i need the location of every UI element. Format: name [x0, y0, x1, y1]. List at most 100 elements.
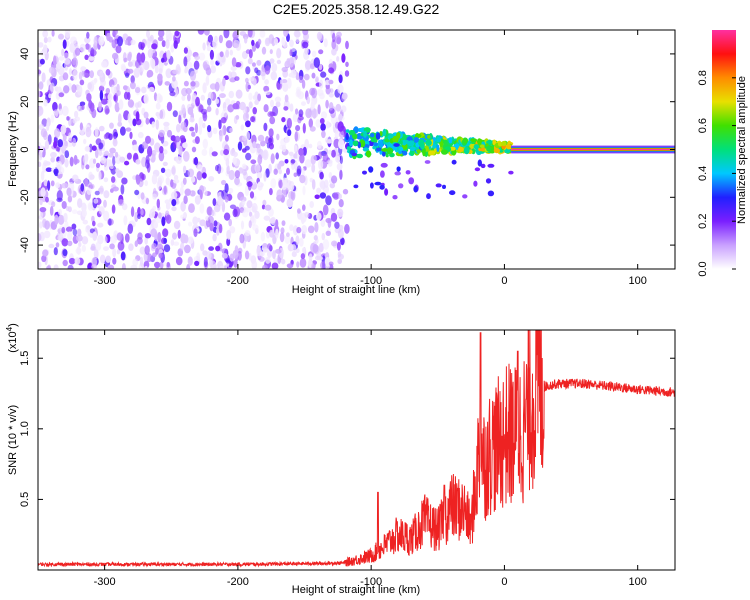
- signal-blob: [363, 130, 367, 138]
- noise-blob: [206, 44, 211, 52]
- noise-blob: [222, 77, 226, 87]
- noise-blob: [194, 55, 200, 61]
- noise-blob: [139, 246, 146, 255]
- noise-blob: [284, 159, 289, 164]
- noise-blob: [298, 109, 304, 118]
- noise-blob: [257, 154, 263, 165]
- noise-blob: [281, 258, 286, 265]
- noise-blob: [47, 36, 52, 43]
- noise-blob: [111, 84, 115, 94]
- signal-blob: [473, 144, 480, 150]
- noise-blob: [58, 33, 64, 40]
- noise-blob: [48, 243, 55, 249]
- noise-blob: [143, 111, 149, 119]
- noise-blob: [38, 105, 44, 116]
- noise-blob: [120, 126, 126, 136]
- noise-blob: [207, 215, 214, 224]
- noise-blob: [294, 160, 298, 171]
- noise-blob: [179, 186, 184, 196]
- noise-blob: [295, 72, 300, 81]
- noise-blob: [183, 47, 188, 54]
- noise-blob: [172, 69, 179, 75]
- noise-blob: [173, 178, 180, 184]
- noise-blob: [202, 138, 208, 149]
- noise-blob: [245, 131, 251, 141]
- noise-blob: [294, 131, 298, 142]
- noise-blob: [94, 148, 99, 159]
- noise-blob: [80, 66, 87, 72]
- noise-blob: [289, 49, 293, 57]
- noise-blob: [337, 208, 344, 218]
- noise-blob: [202, 122, 206, 129]
- noise-blob: [68, 257, 76, 265]
- noise-blob: [248, 92, 253, 101]
- noise-blob: [50, 114, 55, 123]
- noise-blob: [259, 30, 266, 38]
- noise-blob: [319, 79, 324, 89]
- noise-blob: [210, 260, 217, 269]
- noise-blob: [331, 39, 337, 50]
- signal-blob: [442, 184, 446, 189]
- noise-blob: [204, 189, 208, 197]
- signal-blob: [375, 132, 381, 140]
- noise-blob: [112, 257, 117, 265]
- noise-blob: [202, 82, 207, 94]
- noise-blob: [162, 161, 168, 167]
- noise-blob: [292, 225, 299, 236]
- noise-blob: [337, 251, 342, 258]
- noise-blob: [338, 113, 343, 122]
- noise-blob: [173, 174, 179, 181]
- noise-blob: [117, 113, 122, 124]
- noise-blob: [251, 62, 256, 67]
- noise-blob: [281, 117, 286, 123]
- noise-blob: [295, 248, 300, 254]
- noise-blob: [303, 73, 310, 81]
- noise-blob: [247, 30, 253, 38]
- noise-blob: [158, 252, 163, 259]
- noise-blob: [63, 58, 71, 65]
- noise-blob: [331, 240, 338, 247]
- noise-blob: [336, 241, 341, 251]
- noise-blob: [78, 241, 82, 248]
- noise-blob: [146, 217, 152, 226]
- noise-blob: [263, 122, 268, 132]
- noise-blob: [264, 204, 272, 211]
- noise-blob: [84, 177, 89, 187]
- noise-blob: [211, 209, 215, 217]
- noise-blob: [337, 121, 344, 132]
- noise-blob: [228, 90, 235, 99]
- noise-blob: [79, 101, 86, 107]
- noise-blob: [54, 214, 59, 226]
- noise-blob: [297, 208, 301, 214]
- noise-blob: [103, 246, 109, 252]
- noise-blob: [145, 135, 151, 144]
- noise-blob: [123, 57, 128, 63]
- snr-xlabel: Height of straight line (km): [292, 584, 420, 596]
- noise-blob: [141, 86, 147, 94]
- noise-blob: [270, 71, 278, 81]
- noise-blob: [81, 104, 85, 111]
- signal-blob: [413, 185, 419, 193]
- noise-blob: [53, 247, 58, 256]
- noise-blob: [49, 206, 54, 216]
- noise-blob: [163, 124, 169, 132]
- noise-blob: [67, 206, 72, 213]
- noise-blob: [307, 225, 315, 234]
- noise-blob: [250, 159, 257, 164]
- noise-blob: [158, 30, 165, 38]
- noise-blob: [155, 247, 159, 255]
- noise-blob: [295, 108, 299, 115]
- noise-blob: [337, 258, 343, 264]
- noise-blob: [333, 193, 339, 200]
- signal-blob: [422, 148, 426, 157]
- noise-blob: [45, 196, 49, 203]
- noise-blob: [180, 121, 187, 131]
- noise-blob: [221, 179, 227, 186]
- noise-blob: [259, 69, 267, 77]
- x-tick-label: 100: [629, 275, 647, 287]
- noise-blob: [268, 142, 274, 150]
- noise-blob: [329, 88, 334, 94]
- signal-blob: [436, 144, 440, 152]
- noise-blob: [61, 226, 66, 234]
- noise-blob: [199, 219, 206, 227]
